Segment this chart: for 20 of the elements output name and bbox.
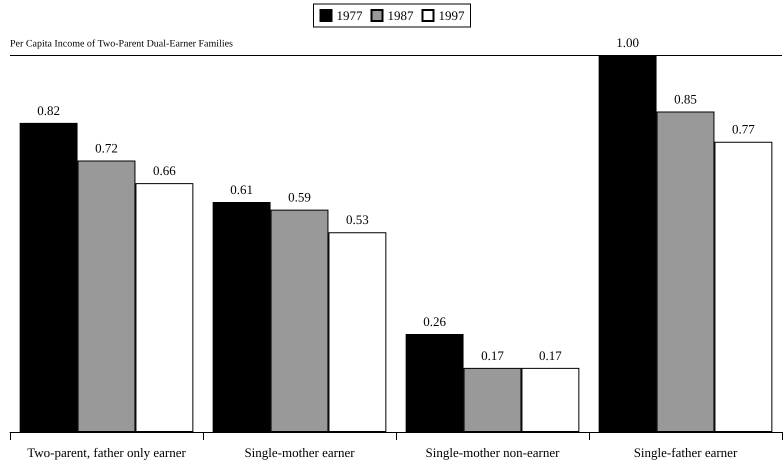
legend-label: 1977 — [336, 8, 363, 23]
legend-label: 1987 — [388, 8, 414, 23]
text: 0.26 — [423, 314, 446, 329]
text: 0.61 — [230, 182, 253, 198]
text: 0.82 — [37, 102, 60, 118]
x-tick-label: Single-father earner — [634, 445, 738, 460]
text: 0.66 — [153, 163, 176, 178]
ref-line-label: Per Capita Income of Two-Parent Dual-Earner Families — [10, 38, 234, 50]
x-tick-label: Single-mother earner — [244, 445, 356, 460]
text: 0.85 — [674, 92, 697, 107]
text: 0.77 — [732, 122, 755, 137]
text: 0.17 — [539, 348, 562, 363]
legend-label: 1997 — [438, 8, 465, 23]
text: 0.72 — [95, 140, 118, 156]
text: 1.00 — [616, 35, 639, 50]
x-tick-label: Single-mother non-earner — [426, 445, 560, 460]
text: 0.53 — [346, 212, 369, 228]
text: 0.59 — [288, 190, 311, 205]
x-tick-label: Two-parent, father only earner — [27, 445, 186, 460]
text: 0.17 — [481, 348, 504, 363]
